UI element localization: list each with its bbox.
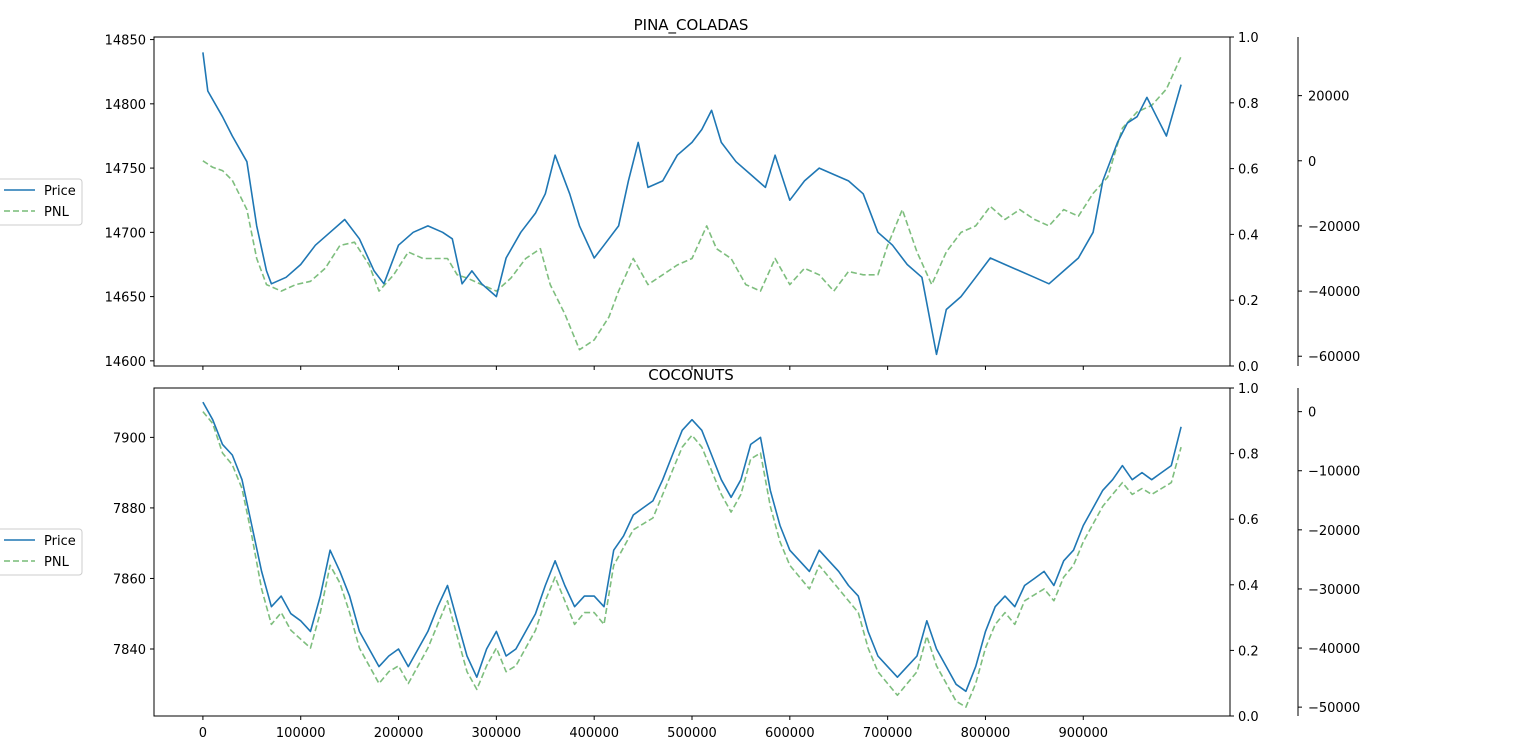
panel-pina-coladas: PINA_COLADAS 14600 14650 14700 14750 14800 14… [105, 16, 1361, 375]
xtick-label: 500000 [667, 726, 717, 741]
twin-ytick-label: 0.8 [1238, 448, 1259, 463]
twin-ytick-label: 0.6 [1238, 513, 1259, 528]
xtick-label: 100000 [276, 726, 326, 741]
panel-coconuts: COCONUTS 7840 7860 7880 7900 0.0 0.2 0.4 0.6 0.8… [113, 366, 1360, 741]
legend-coconuts: Price PNL [0, 528, 83, 576]
price-ytick-label: 14600 [105, 355, 146, 370]
twin-ytick-label: 1.0 [1238, 382, 1259, 397]
pnl-ytick-label: 20000 [1308, 90, 1349, 105]
pnl-ytick-label: −40000 [1308, 642, 1360, 657]
price-ytick-label: 14800 [105, 98, 146, 113]
pnl-ytick-label: −10000 [1308, 465, 1360, 480]
xtick-label: 200000 [374, 726, 424, 741]
twin-ytick-label: 0.2 [1238, 294, 1259, 309]
pnl-ytick-label: 0 [1308, 406, 1316, 421]
series-line-price [202, 52, 1182, 356]
price-ytick-label: 14700 [105, 226, 146, 241]
chart-title-coconuts: COCONUTS [648, 366, 733, 384]
twin-ytick-label: 1.0 [1238, 31, 1259, 46]
pnl-ytick-label: −20000 [1308, 524, 1360, 539]
twin-ytick-label: 0.2 [1238, 644, 1259, 659]
pnl-ytick-label: −40000 [1308, 285, 1360, 300]
twin-ytick-label: 0.8 [1238, 97, 1259, 112]
pnl-ytick-label: −50000 [1308, 701, 1360, 716]
pnl-ytick-label: −60000 [1308, 350, 1360, 365]
xtick-label: 800000 [961, 726, 1011, 741]
axes-frame [153, 36, 1231, 367]
legend-label-pnl: PNL [44, 555, 70, 570]
legend-label-price: Price [44, 184, 76, 199]
axes-frame [153, 387, 1231, 717]
chart-title-pina-coladas: PINA_COLADAS [634, 16, 749, 35]
xtick-label: 400000 [569, 726, 619, 741]
xtick-label: 600000 [765, 726, 815, 741]
twin-ytick-label: 0.0 [1238, 360, 1259, 375]
xtick-label: 700000 [863, 726, 913, 741]
twin-ytick-label: 0.6 [1238, 163, 1259, 178]
twin-ytick-label: 0.0 [1238, 710, 1259, 725]
series-line-price [202, 401, 1182, 693]
xtick-label: 300000 [472, 726, 522, 741]
price-ytick-label: 7880 [113, 502, 146, 517]
xtick-label: 0 [199, 726, 207, 741]
legend-label-price: Price [44, 534, 76, 549]
price-ytick-label: 14650 [105, 291, 146, 306]
price-ytick-label: 14750 [105, 162, 146, 177]
price-ytick-label: 7860 [113, 572, 146, 587]
pnl-ytick-label: −30000 [1308, 583, 1360, 598]
legend-pina-coladas: Price PNL [0, 178, 83, 226]
xtick-label: 900000 [1058, 726, 1108, 741]
series-line-pnl [202, 411, 1182, 708]
legend-label-pnl: PNL [44, 205, 70, 220]
twin-ytick-label: 0.4 [1238, 579, 1259, 594]
price-ytick-label: 7900 [113, 431, 146, 446]
pnl-ytick-label: −20000 [1308, 220, 1360, 235]
price-ytick-label: 14850 [105, 34, 146, 49]
twin-ytick-label: 0.4 [1238, 228, 1259, 243]
price-ytick-label: 7840 [113, 643, 146, 658]
series-line-pnl [202, 56, 1182, 351]
pnl-ytick-label: 0 [1308, 155, 1316, 170]
